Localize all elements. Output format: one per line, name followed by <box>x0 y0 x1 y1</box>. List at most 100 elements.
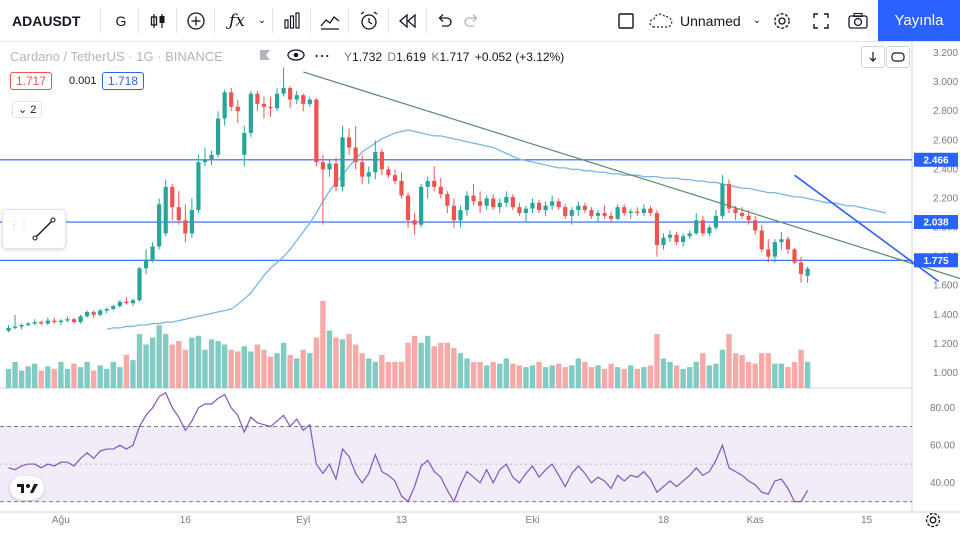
volume-bar <box>359 353 365 388</box>
indicators-button[interactable]: ƒx <box>229 10 245 31</box>
volume-bar <box>280 342 287 388</box>
volume-bar <box>654 334 660 388</box>
time-axis[interactable]: Ağu16Eyl13Eki18Kas15Ara <box>52 515 960 526</box>
candle-body <box>379 151 384 170</box>
volume-bar <box>117 367 123 388</box>
candle-body <box>432 181 437 187</box>
ideas-button[interactable] <box>316 0 344 41</box>
compare-button[interactable] <box>182 0 210 41</box>
volume-bar <box>556 363 562 388</box>
more-options-icon[interactable]: ⋯ <box>314 48 331 65</box>
candle-body <box>274 93 280 109</box>
candle-body <box>661 237 666 245</box>
chart-canvas[interactable]: 1.0001.2001.4001.6001.8002.0002.2002.400… <box>0 42 960 536</box>
candle-body <box>242 133 247 155</box>
toolbar-divider <box>214 8 215 33</box>
flag-icon[interactable] <box>258 48 276 64</box>
volume-bar <box>215 341 221 388</box>
interval-button[interactable]: G <box>115 12 127 29</box>
volume-bar <box>536 361 542 388</box>
candle-body <box>471 195 476 202</box>
candle-body <box>137 268 142 301</box>
volume-bar <box>628 365 634 388</box>
auto-scale-button[interactable] <box>886 46 910 68</box>
volume-bar <box>470 361 477 388</box>
candle-body <box>523 208 529 213</box>
horizontal-lines[interactable] <box>0 159 912 261</box>
candle-body <box>333 163 339 187</box>
legend-symbol-name: Cardano / TetherUS · 1G · BINANCE <box>10 49 223 64</box>
volume-bar <box>38 370 44 388</box>
volume-bar <box>575 358 582 388</box>
volume-bar <box>765 353 771 388</box>
sell-price-button[interactable]: 1.717 <box>10 72 53 90</box>
candle-body <box>602 213 607 216</box>
chevron-down-icon[interactable]: ⌄ <box>257 15 267 26</box>
volume-bar <box>641 367 647 388</box>
gear-icon[interactable] <box>924 511 944 531</box>
time-tick-label: Kas <box>747 515 764 526</box>
symbol-legend[interactable]: Cardano / TetherUS · 1G · BINANCE <box>10 49 223 64</box>
volume-bar <box>182 349 189 388</box>
candle-body <box>556 201 561 208</box>
buy-price-button[interactable]: 1.718 <box>102 72 145 90</box>
volume-bar <box>339 339 346 388</box>
volume-bar <box>248 351 254 388</box>
candle-body <box>373 151 378 173</box>
candle-body <box>425 181 430 187</box>
volume-bar <box>608 363 614 388</box>
candle-body <box>327 163 332 170</box>
candle-body <box>563 207 568 216</box>
drag-handle-icon[interactable]: ⋮⋮ <box>9 220 29 231</box>
settings-button[interactable] <box>766 0 798 41</box>
volume-bar <box>785 367 791 388</box>
volume-bar <box>562 367 568 388</box>
volume-bar <box>379 354 385 388</box>
price-axis[interactable]: 1.0001.2001.4001.6001.8002.0002.2002.400… <box>914 48 958 489</box>
eye-icon[interactable] <box>286 48 308 64</box>
candle-body <box>550 201 555 206</box>
tradingview-logo[interactable] <box>10 476 44 500</box>
candle-body <box>484 198 489 206</box>
scale-down-button[interactable] <box>861 46 885 68</box>
candle-body <box>26 323 31 325</box>
volume-bar <box>726 334 732 388</box>
volume-bar <box>411 335 418 388</box>
indicators-toggle[interactable]: ⌄ 2 <box>12 101 43 118</box>
volume-bar <box>189 337 195 388</box>
candle-body <box>216 118 221 155</box>
candle-body <box>504 197 509 203</box>
hline-price-badge <box>914 253 958 268</box>
candle-body <box>740 213 745 216</box>
time-tick-label: 16 <box>180 515 192 526</box>
publish-button[interactable]: Yayınla <box>878 0 960 41</box>
save-layout-button[interactable]: Unnamed ⌄ <box>648 0 766 41</box>
volume-bar <box>791 361 798 388</box>
volume-bar <box>732 353 739 388</box>
volume-bar <box>346 334 352 388</box>
volume-bar <box>392 361 398 388</box>
candle-body <box>412 220 417 225</box>
alert-button[interactable] <box>354 0 384 41</box>
undo-button[interactable] <box>432 0 456 41</box>
volume-bar <box>693 361 699 388</box>
snapshot-button[interactable] <box>843 0 873 41</box>
moving-average <box>106 129 887 330</box>
time-tick-label: Ağu <box>52 515 70 526</box>
volume-bar <box>45 366 51 388</box>
symbol-search-button[interactable]: ADAUSDT <box>12 12 81 29</box>
trendline-tool-icon[interactable] <box>31 216 57 242</box>
candle-body <box>694 220 699 234</box>
layout-button[interactable] <box>612 0 640 41</box>
candle-body <box>261 103 267 107</box>
candle-body <box>641 208 646 213</box>
templates-button[interactable] <box>278 0 306 41</box>
redo-button[interactable] <box>460 0 484 41</box>
candle-body <box>78 316 83 323</box>
fullscreen-button[interactable] <box>806 0 836 41</box>
candle-body <box>255 93 260 104</box>
chart-type-button[interactable] <box>144 0 172 41</box>
candle-body <box>478 201 483 206</box>
volume-bar <box>523 367 529 388</box>
replay-button[interactable] <box>394 0 422 41</box>
